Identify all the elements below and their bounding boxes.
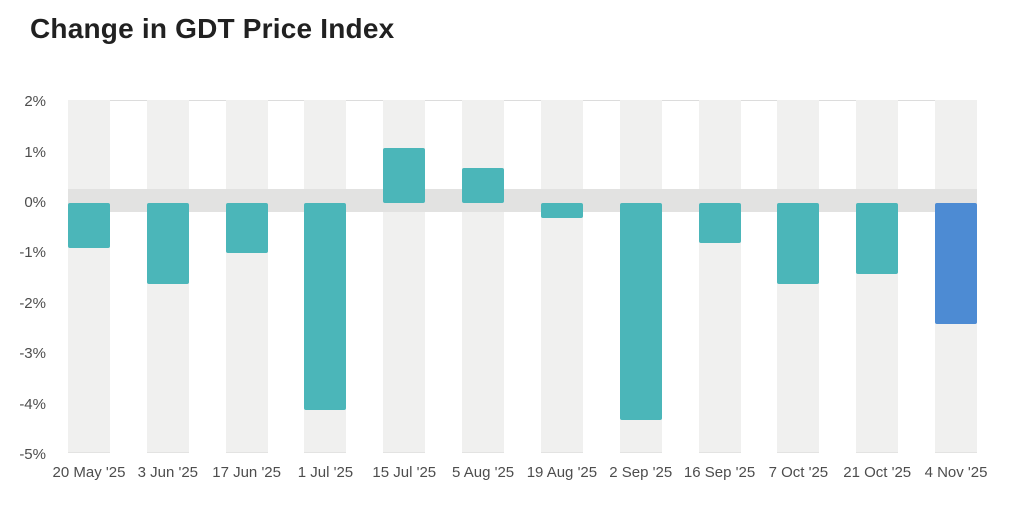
y-axis-tick-label: -3% <box>19 345 46 363</box>
x-axis-label: 1 Jul '25 <box>297 464 354 481</box>
bar-4-nov-25[interactable] <box>935 203 978 325</box>
bar-2-sep-25[interactable] <box>619 203 662 420</box>
category-stripe <box>462 100 505 453</box>
chart-title: Change in GDT Price Index <box>30 13 395 44</box>
category-stripe <box>856 100 899 453</box>
y-axis-tick-label: 2% <box>24 93 46 111</box>
plot-area: 2% 1% 0% -1% -2% -3% -4% -5% 20 May '25 3 Jun '25… <box>19 93 987 481</box>
y-axis-tick-label: -2% <box>19 294 46 312</box>
bar-5-aug-25[interactable] <box>462 167 505 203</box>
x-axis-label: 7 Oct '25 <box>768 464 829 481</box>
x-axis-label: 21 Oct '25 <box>843 464 912 481</box>
y-axis-tick-label: 0% <box>24 194 46 211</box>
x-axis-label: 19 Aug '25 <box>526 464 598 481</box>
plot-top-border <box>68 100 977 101</box>
category-stripe <box>698 100 741 453</box>
zero-band <box>68 189 977 212</box>
bar-17-jun-25[interactable] <box>225 203 268 254</box>
category-stripe <box>540 100 583 453</box>
category-stripe <box>225 100 268 453</box>
y-axis-tick-label: -1% <box>19 244 46 262</box>
x-axis-label: 17 Jun '25 <box>212 464 281 481</box>
bar-3-jun-25[interactable] <box>146 203 189 284</box>
y-axis-tick-label: -4% <box>19 395 46 413</box>
bar-15-jul-25[interactable] <box>383 147 426 203</box>
bar-21-oct-25[interactable] <box>856 203 899 274</box>
y-axis-tick-label: -5% <box>19 446 46 464</box>
x-axis-label: 4 Nov '25 <box>924 464 988 481</box>
x-axis-label: 20 May '25 <box>52 464 126 481</box>
bar-16-sep-25[interactable] <box>698 203 741 244</box>
x-axis-label: 15 Jul '25 <box>372 464 437 481</box>
bar-20-may-25[interactable] <box>68 203 110 249</box>
x-axis-label: 16 Sep '25 <box>683 464 756 481</box>
bar-1-jul-25[interactable] <box>304 203 347 410</box>
category-stripe <box>68 100 110 453</box>
x-axis-label: 2 Sep '25 <box>609 464 673 481</box>
bar-19-aug-25[interactable] <box>540 203 583 219</box>
x-axis-label: 3 Jun '25 <box>137 464 199 481</box>
bar-7-oct-25[interactable] <box>777 203 820 284</box>
x-axis-label: 5 Aug '25 <box>452 464 515 481</box>
y-axis-tick-label: 1% <box>24 143 46 161</box>
